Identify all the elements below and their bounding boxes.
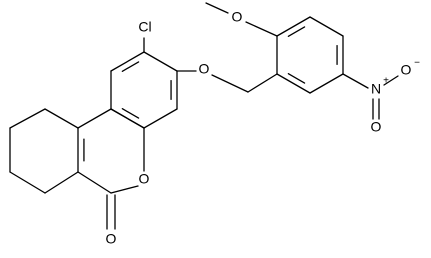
bond <box>342 73 369 89</box>
atom-label: Cl <box>138 19 151 35</box>
atom-label: O <box>139 171 150 187</box>
bond <box>276 73 311 94</box>
bond <box>287 26 306 37</box>
atom-label: O <box>232 9 243 25</box>
bond <box>309 16 344 37</box>
bond <box>121 108 140 119</box>
bond <box>110 51 145 72</box>
bond <box>121 61 140 72</box>
bond <box>77 171 112 194</box>
charge-label: + <box>383 76 389 87</box>
bond <box>143 51 178 72</box>
bond <box>110 108 145 129</box>
atom-label: N <box>371 81 381 97</box>
bond <box>110 185 139 194</box>
bond <box>309 73 344 94</box>
bond <box>44 171 79 194</box>
atom-label: O <box>199 61 210 77</box>
bond <box>245 21 278 37</box>
bond <box>287 73 306 84</box>
bond <box>247 73 278 93</box>
atom-label: O <box>401 62 412 78</box>
bond <box>205 2 229 14</box>
atom-label: O <box>106 231 117 247</box>
charge-label: − <box>414 58 420 69</box>
bond <box>44 108 79 129</box>
bond <box>9 108 46 129</box>
bond <box>383 75 399 86</box>
bond <box>211 74 249 93</box>
bond <box>143 108 178 129</box>
bond <box>9 171 46 194</box>
atom-label: O <box>371 119 382 135</box>
bonds <box>9 2 399 230</box>
bond <box>77 108 112 129</box>
bond <box>276 16 311 37</box>
